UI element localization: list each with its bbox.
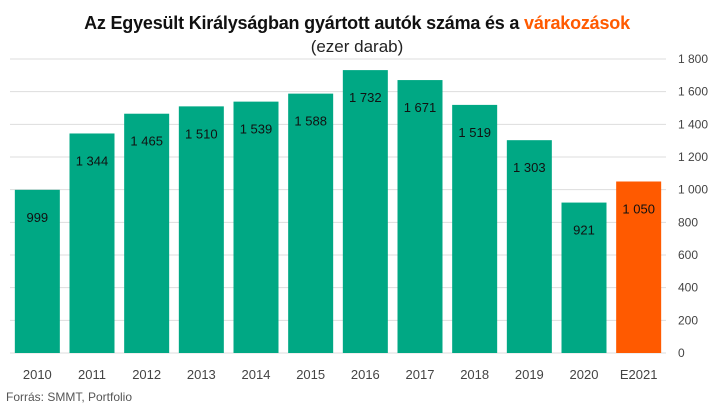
data-label-2017: 1 671 <box>404 100 437 115</box>
data-label-2015: 1 588 <box>294 114 327 129</box>
bars <box>14 70 662 354</box>
x-tick-label: 2014 <box>242 367 271 382</box>
x-tick-label: 2011 <box>78 367 106 382</box>
x-tick-label: 2013 <box>187 367 216 382</box>
bar-2014 <box>233 101 279 353</box>
data-label-2010: 999 <box>26 210 48 225</box>
bar-2013 <box>178 106 224 353</box>
x-tick-label: 2015 <box>296 367 325 382</box>
x-tick-label: E2021 <box>620 367 658 382</box>
y-axis-ticks: 0 200 400 600 800 1 000 1 200 1 400 1 600 1 800 <box>678 52 708 360</box>
bar-E2021 <box>616 181 662 353</box>
bar-2015 <box>288 93 334 354</box>
y-tick-label: 1 600 <box>678 85 708 99</box>
data-label-2011: 1 344 <box>76 153 109 168</box>
y-tick-label: 1 200 <box>678 150 708 164</box>
chart-title-highlight: várakozások <box>524 13 630 33</box>
bar-2010 <box>14 189 60 353</box>
x-axis-ticks: 2010 2011 2012 2013 2014 2015 2016 2017 2018 2019… <box>23 367 658 382</box>
y-tick-label: 400 <box>678 281 698 295</box>
bar-2018 <box>452 104 498 353</box>
y-tick-label: 1 800 <box>678 52 708 66</box>
x-tick-label: 2020 <box>570 367 599 382</box>
x-tick-label: 2017 <box>406 367 435 382</box>
data-label-2019: 1 303 <box>513 160 546 175</box>
y-tick-label: 600 <box>678 248 698 262</box>
data-labels: 999 1 344 1 465 1 510 1 539 1 588 1 732 1 671 1 … <box>26 90 654 237</box>
bar-2017 <box>397 80 443 353</box>
chart-title-main: Az Egyesült Királyságban gyártott autók … <box>84 13 525 33</box>
bar-2012 <box>124 113 170 353</box>
data-label-2012: 1 465 <box>130 134 163 149</box>
gridlines <box>10 58 666 354</box>
source-note: Forrás: SMMT, Portfolio <box>6 390 133 404</box>
chart-title: Az Egyesült Királyságban gyártott autók … <box>0 13 714 34</box>
bar-2020 <box>561 202 607 353</box>
y-tick-label: 200 <box>678 313 698 327</box>
data-label-2018: 1 519 <box>458 125 491 140</box>
bar-2016 <box>342 70 388 354</box>
data-label-2013: 1 510 <box>185 126 218 141</box>
bar-2011 <box>69 133 115 353</box>
y-tick-label: 800 <box>678 215 698 229</box>
x-tick-label: 2010 <box>23 367 52 382</box>
y-tick-label: 0 <box>678 346 685 360</box>
x-tick-label: 2012 <box>132 367 161 382</box>
y-tick-label: 1 400 <box>678 117 708 131</box>
x-tick-label: 2018 <box>460 367 489 382</box>
data-label-2014: 1 539 <box>240 122 273 137</box>
data-label-E2021: 1 050 <box>622 202 655 217</box>
bar-2019 <box>506 140 552 353</box>
x-tick-label: 2019 <box>515 367 544 382</box>
data-label-2020: 921 <box>573 223 595 238</box>
x-tick-label: 2016 <box>351 367 380 382</box>
y-tick-label: 1 000 <box>678 183 708 197</box>
chart-subtitle: (ezer darab) <box>310 37 404 56</box>
data-label-2016: 1 732 <box>349 90 382 105</box>
